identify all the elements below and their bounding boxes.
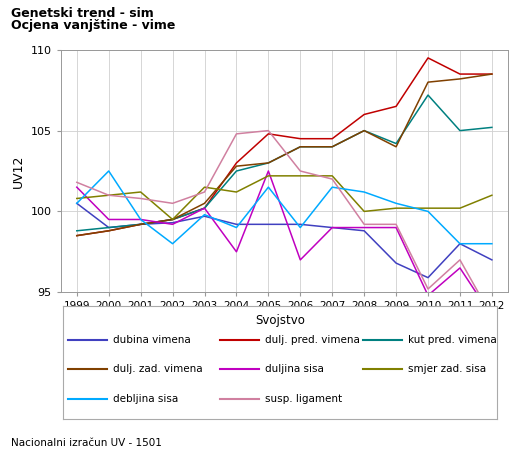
Text: dubina vimena: dubina vimena: [113, 335, 191, 345]
Text: dulj. pred. vimena: dulj. pred. vimena: [265, 335, 360, 345]
Text: Svojstvo: Svojstvo: [256, 313, 305, 327]
Text: Genetski trend - sim: Genetski trend - sim: [11, 7, 153, 20]
Text: kut pred. vimena: kut pred. vimena: [408, 335, 497, 345]
Text: dulj. zad. vimena: dulj. zad. vimena: [113, 364, 203, 374]
Text: smjer zad. sisa: smjer zad. sisa: [408, 364, 487, 374]
X-axis label: Godina rođenja: Godina rođenja: [236, 317, 332, 330]
Text: Ocjena vanjštine - vime: Ocjena vanjštine - vime: [11, 19, 175, 32]
Y-axis label: UV12: UV12: [12, 154, 25, 188]
Text: debljina sisa: debljina sisa: [113, 394, 179, 404]
Text: susp. ligament: susp. ligament: [265, 394, 342, 404]
Text: Nacionalni izračun UV - 1501: Nacionalni izračun UV - 1501: [11, 439, 161, 448]
Text: duljina sisa: duljina sisa: [265, 364, 324, 374]
